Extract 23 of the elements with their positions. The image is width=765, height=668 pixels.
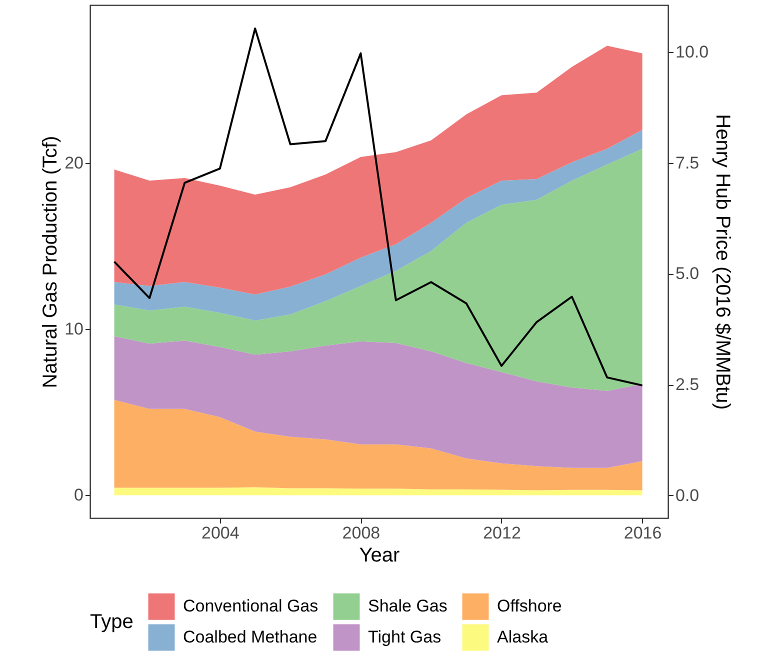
y-tick-label: 0 [74, 486, 84, 505]
y-tick-label: 10 [64, 320, 84, 339]
y2-tick-label: 2.5 [676, 375, 700, 394]
y2-tick-label: 10.0 [676, 42, 709, 62]
legend-title: Type [90, 611, 134, 633]
x-tick-label: 2008 [342, 524, 380, 542]
y2-tick-label: 7.5 [676, 153, 700, 172]
legend-label: Conventional Gas [183, 596, 318, 616]
x-axis-title: Year [359, 544, 400, 566]
y2-tick-label: 5.0 [676, 264, 700, 284]
legend-label: Coalbed Methane [183, 628, 318, 646]
x-tick-label: 2012 [483, 524, 521, 542]
y2-axis-title: Henry Hub Price (2016 $/MMBtu) [712, 114, 734, 410]
legend-label: Offshore [497, 596, 562, 616]
y-tick-label: 20 [64, 153, 84, 172]
x-tick-label: 2016 [624, 524, 662, 542]
legend-label: Tight Gas [368, 628, 442, 646]
line-series [113, 28, 644, 386]
legend-label: Alaska [497, 628, 549, 646]
x-tick-label: 2004 [201, 524, 240, 542]
y2-tick-label: 0.0 [676, 486, 700, 505]
y-axis-title: Natural Gas Production (Tcf) [40, 136, 62, 388]
legend-label: Shale Gas [368, 596, 448, 616]
